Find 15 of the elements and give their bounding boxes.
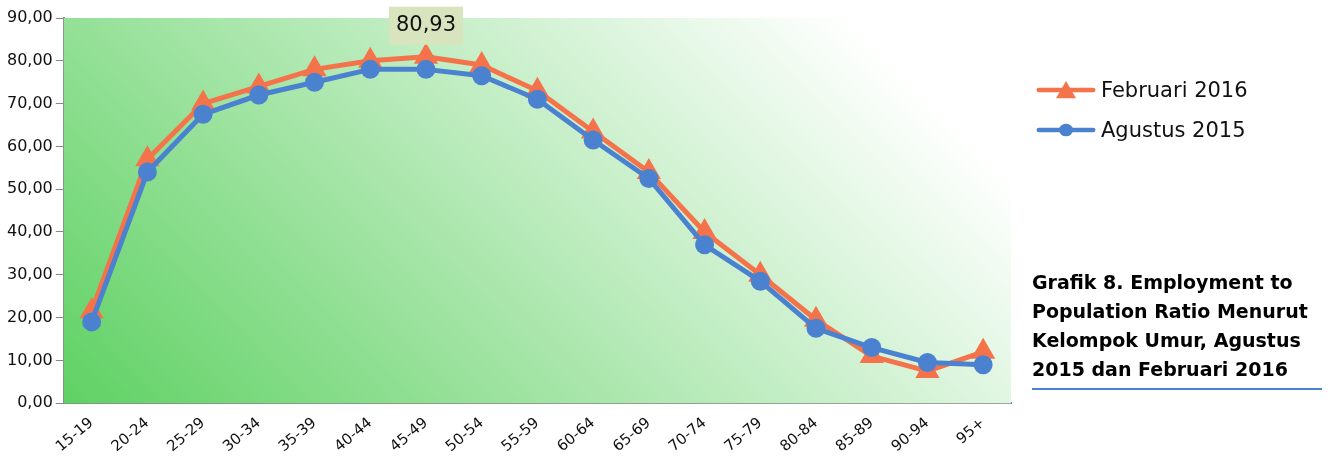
text: Grafik 8. Employment to Population Ratio Menurut Kelompok Umur, Agustus 2015 dan Februari 2016: [1032, 268, 1322, 390]
y-tick-label: 90,00: [6, 7, 53, 27]
x-tick-label: 95+: [952, 413, 989, 448]
y-tick-label: 0,00: [17, 392, 53, 412]
y-tick-label: 30,00: [6, 263, 53, 283]
y-tick-label: 50,00: [6, 178, 53, 198]
y-tick-label: 20,00: [6, 306, 53, 326]
y-tick-label: 40,00: [6, 221, 53, 241]
annotation: 80,93: [395, 12, 457, 37]
y-tick-label: 60,00: [6, 135, 53, 155]
y-tick-label: 80,00: [6, 49, 53, 69]
y-tick-label: 70,00: [6, 92, 53, 112]
y-tick-label: 10,00: [6, 349, 53, 369]
legend-label: Agustus 2015: [1101, 118, 1246, 142]
legend-label: Februari 2016: [1101, 78, 1248, 102]
